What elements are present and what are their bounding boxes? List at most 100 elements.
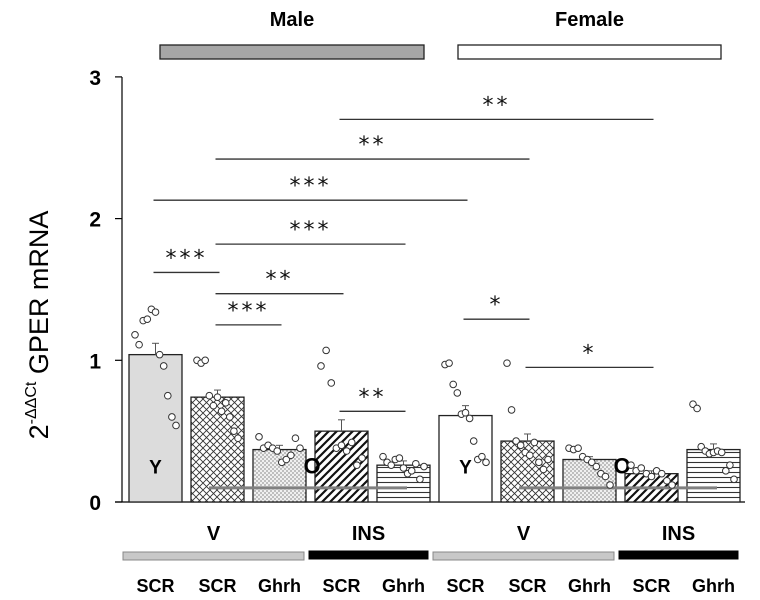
data-point (516, 441, 525, 450)
sex-group-bar-male (159, 44, 425, 60)
data-point (226, 413, 234, 421)
y-label-superscript: -ΔΔCt (23, 381, 40, 424)
data-points (131, 305, 738, 489)
data-point (453, 389, 462, 397)
data-point (530, 438, 539, 447)
data-point (482, 458, 490, 467)
category-label: SCR (508, 576, 546, 596)
data-point (131, 330, 139, 339)
y-label-main: GPER mRNA (24, 211, 54, 375)
data-point (465, 414, 474, 423)
data-point (358, 454, 366, 462)
data-point (201, 356, 209, 365)
data-point (478, 452, 486, 461)
data-point (221, 399, 230, 407)
treatment-bar-v (122, 551, 305, 561)
data-point (342, 447, 351, 455)
treatment-bar-v (432, 551, 615, 561)
data-point (592, 462, 601, 471)
data-point (416, 475, 424, 484)
bar (190, 396, 245, 503)
bar (686, 448, 741, 503)
sex-group-label: Male (270, 9, 314, 31)
y-label-base: 2 (24, 424, 54, 439)
data-point (574, 444, 582, 452)
bar-group (686, 443, 741, 503)
data-point (151, 308, 160, 316)
significance-stars: ** (266, 268, 294, 293)
treatment-label: INS (352, 523, 385, 545)
data-point (287, 451, 295, 460)
data-point (395, 454, 404, 462)
age-label: O (613, 454, 630, 479)
category-labels: SCR SCR Ghrh SCR Ghrh SCR SCR Ghrh SCR Ghrh (136, 576, 735, 596)
y-tick-label: 0 (89, 492, 101, 515)
data-point (539, 465, 548, 474)
data-point (282, 455, 291, 464)
data-point (143, 315, 152, 324)
data-point (722, 467, 730, 475)
data-point (407, 467, 416, 475)
treatment-bar-ins (308, 550, 429, 560)
data-point (379, 452, 387, 461)
data-point (637, 464, 646, 472)
data-point (587, 458, 596, 467)
bar-group: Y (128, 342, 183, 503)
bar-group (376, 460, 431, 503)
treatment-label: V (517, 523, 531, 545)
bar (376, 464, 431, 503)
svg-text:2-ΔΔCt GPER mRNA: 2-ΔΔCt GPER mRNA (23, 211, 54, 440)
data-point (647, 472, 656, 481)
age-label: Y (149, 458, 162, 479)
bar-group: O (303, 419, 369, 503)
data-point (159, 362, 168, 370)
significance-stars: *** (166, 246, 208, 271)
data-point (693, 404, 701, 413)
y-axis-label: 2-ΔΔCt GPER mRNA (23, 211, 54, 440)
data-point (347, 438, 356, 447)
significance-stars: ** (359, 133, 387, 158)
data-point (544, 455, 552, 464)
data-point (461, 408, 470, 417)
data-point (449, 380, 458, 389)
data-point (387, 461, 396, 469)
category-label: Ghrh (568, 576, 611, 596)
bar (252, 448, 307, 503)
data-point (322, 346, 330, 355)
data-point (469, 437, 478, 445)
data-point (512, 437, 520, 445)
category-label: SCR (322, 576, 360, 596)
data-point (337, 441, 346, 450)
data-point (663, 476, 671, 485)
significance-brackets: ********************** (153, 93, 654, 412)
significance-stars: *** (290, 218, 332, 243)
data-point (213, 393, 222, 401)
data-point (217, 407, 226, 416)
category-label: Ghrh (258, 576, 301, 596)
y-label-gap (24, 374, 54, 382)
significance-stars: *** (290, 174, 332, 199)
category-label: Ghrh (382, 576, 425, 596)
data-point (155, 350, 164, 359)
data-point (726, 461, 734, 469)
significance-stars: * (583, 341, 597, 366)
category-label: Ghrh (692, 576, 735, 596)
data-point (412, 459, 420, 468)
data-point (317, 362, 325, 370)
data-point (525, 451, 534, 460)
bar (562, 458, 617, 503)
age-label: O (303, 454, 320, 479)
data-point (273, 447, 282, 455)
data-point (234, 434, 242, 443)
data-point (399, 464, 408, 472)
data-point (627, 461, 635, 469)
bar-group (252, 444, 307, 503)
category-label: SCR (136, 576, 174, 596)
data-point (606, 481, 614, 489)
age-label: Y (459, 458, 472, 479)
treatment-bar-ins (618, 550, 739, 560)
data-point (296, 444, 304, 452)
data-point (327, 379, 336, 387)
data-point (668, 481, 676, 489)
